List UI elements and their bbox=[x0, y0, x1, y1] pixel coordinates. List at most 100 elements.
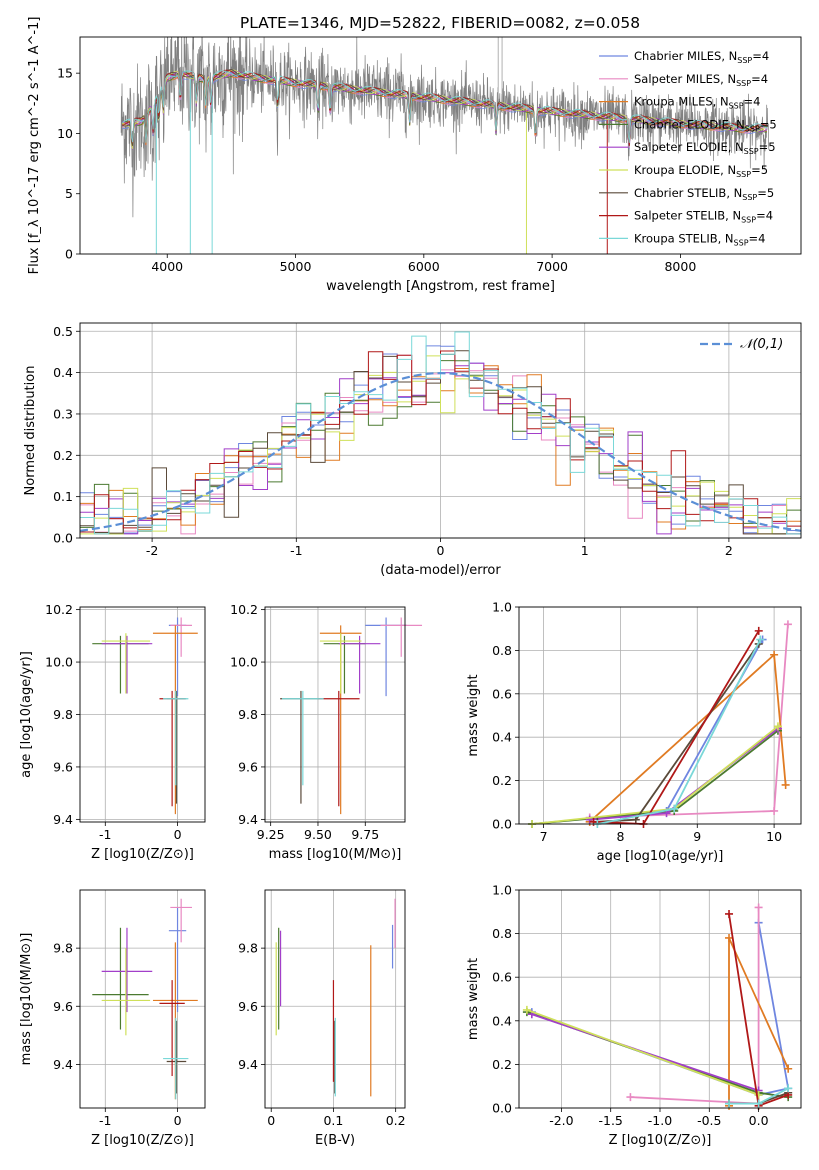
histogram-step bbox=[80, 345, 801, 534]
axes-frame bbox=[79, 889, 206, 1109]
legend-label: Kroupa ELODIE, NSSP=5 bbox=[634, 163, 768, 179]
y-tick-label: 0.4 bbox=[492, 1013, 512, 1028]
y-tick-label: 9.8 bbox=[53, 707, 73, 722]
weight-line bbox=[597, 639, 762, 825]
x-axis-label: (data-model)/error bbox=[380, 563, 501, 578]
x-axis-label: age [log10(age/yr)] bbox=[597, 849, 724, 864]
y-tick-label: 0.2 bbox=[53, 448, 73, 463]
x-axis-label: wavelength [Angstrom, rest frame] bbox=[326, 279, 555, 294]
mass-age-axes: 9.25 9.50 9.75 9.4 9.6 9.8 10.0 10.2 mass [log10… bbox=[230, 602, 423, 862]
y-tick-label: 0.1 bbox=[53, 489, 73, 504]
x-tick-label: -2 bbox=[146, 543, 158, 558]
x-tick-label: 9 bbox=[693, 829, 701, 844]
ebv-mass-axes: 0 0.1 0.2 9.4 9.6 9.8 E(B-V) bbox=[238, 889, 406, 1148]
y-tick-label: 0.0 bbox=[492, 817, 512, 832]
x-tick-label: 6000 bbox=[408, 259, 440, 274]
plot-area bbox=[80, 331, 801, 535]
plot-area bbox=[92, 617, 198, 815]
weight-marker bbox=[784, 1064, 793, 1073]
histogram-step bbox=[80, 355, 801, 535]
x-tick-label: 8000 bbox=[664, 259, 696, 274]
y-axis-label: Normed distribution bbox=[23, 366, 38, 496]
y-tick-label: 9.4 bbox=[238, 812, 258, 827]
y-tick-label: 0.4 bbox=[53, 365, 73, 380]
model-spectrum bbox=[122, 70, 768, 150]
y-tick-label: 0.6 bbox=[492, 686, 512, 701]
legend-label: Kroupa STELIB, NSSP=4 bbox=[634, 231, 765, 247]
weight-marker bbox=[754, 626, 763, 635]
model-spectrum bbox=[122, 69, 768, 150]
x-tick-label: 0 bbox=[174, 1113, 182, 1128]
y-tick-label: 0.8 bbox=[492, 926, 512, 941]
z-age-axes: -1 0 9.4 9.6 9.8 10.0 10.2 Z [log10(Z/Z⊙)] age [… bbox=[19, 602, 206, 862]
weight-marker bbox=[754, 903, 763, 912]
plot-area bbox=[528, 620, 792, 828]
x-tick-label: 0 bbox=[174, 827, 182, 842]
x-tick-label: 0 bbox=[267, 1113, 275, 1128]
weight-marker bbox=[770, 650, 779, 659]
legend-label: Salpeter MILES, NSSP=4 bbox=[634, 72, 768, 88]
x-tick-label: 0.0 bbox=[749, 1113, 769, 1128]
weight-line bbox=[630, 907, 760, 1105]
y-tick-label: 0.8 bbox=[492, 643, 512, 658]
y-axis-label: Flux [f_λ 10^-17 erg cm^-2 s^-1 A^-1] bbox=[27, 17, 42, 275]
plot-area bbox=[522, 903, 793, 1110]
y-tick-label: 0.6 bbox=[492, 970, 512, 985]
weight-marker bbox=[781, 780, 790, 789]
y-tick-label: 9.8 bbox=[53, 941, 73, 956]
legend-label: Chabrier ELODIE, NSSP=5 bbox=[634, 117, 777, 133]
y-tick-label: 9.6 bbox=[238, 999, 258, 1014]
y-tick-label: 9.4 bbox=[53, 812, 73, 827]
y-tick-label: 0.0 bbox=[492, 1101, 512, 1116]
y-tick-label: 9.8 bbox=[238, 707, 258, 722]
x-tick-label: 0.1 bbox=[323, 1113, 343, 1128]
x-tick-label: 0 bbox=[437, 543, 445, 558]
plot-area bbox=[120, 37, 770, 254]
y-tick-label: 10.2 bbox=[45, 602, 73, 617]
plot-area bbox=[275, 898, 396, 1097]
x-tick-label: -1.0 bbox=[648, 1113, 672, 1128]
weight-marker bbox=[773, 722, 782, 731]
axes-frame bbox=[518, 606, 802, 825]
figure-title: PLATE=1346, MJD=52822, FIBERID=0082, z=0… bbox=[240, 14, 640, 32]
x-tick-label: -0.5 bbox=[697, 1113, 721, 1128]
model-spectrum bbox=[122, 72, 767, 149]
age-weight-axes: 7 8 9 10 0.0 0.2 0.4 0.6 0.8 1.0 age [log10(age/yr… bbox=[466, 600, 802, 864]
x-axis-label: Z [log10(Z/Z⊙)] bbox=[91, 847, 194, 862]
y-axis-label: age [log10(age/yr)] bbox=[19, 651, 34, 778]
x-tick-label: 7000 bbox=[536, 259, 568, 274]
weight-marker bbox=[626, 1093, 635, 1102]
x-axis-label: Z [log10(Z/Z⊙)] bbox=[609, 1133, 712, 1148]
x-tick-label: -1 bbox=[99, 827, 111, 842]
y-tick-label: 9.4 bbox=[53, 1057, 73, 1072]
y-tick-label: 9.6 bbox=[53, 999, 73, 1014]
data-spectrum bbox=[120, 37, 770, 218]
model-spectrum bbox=[122, 69, 768, 146]
legend-label: Salpeter STELIB, NSSP=4 bbox=[634, 209, 773, 225]
weight-line bbox=[532, 639, 764, 825]
y-tick-label: 5 bbox=[65, 186, 73, 201]
y-tick-label: 0.4 bbox=[492, 730, 512, 745]
x-axis-label: Z [log10(Z/Z⊙)] bbox=[91, 1133, 194, 1148]
histogram-step bbox=[80, 331, 801, 535]
weight-marker bbox=[756, 635, 765, 644]
normal-curve bbox=[80, 371, 801, 532]
y-tick-label: 0.5 bbox=[53, 324, 73, 339]
axes-frame bbox=[264, 889, 406, 1109]
x-tick-label: 1 bbox=[581, 543, 589, 558]
y-tick-label: 10 bbox=[57, 126, 73, 141]
y-tick-label: 0 bbox=[65, 247, 73, 262]
model-spectrum bbox=[122, 70, 768, 143]
weight-marker bbox=[522, 1005, 531, 1014]
x-axis-label: E(B-V) bbox=[315, 1133, 355, 1148]
weight-marker bbox=[725, 1099, 734, 1108]
weight-marker bbox=[670, 804, 679, 813]
histogram-axes: -2 -1 0 1 2 0.0 0.1 0.2 0.3 0.4 0.5 (data-model)/er… bbox=[23, 322, 802, 578]
x-tick-label: 7 bbox=[540, 829, 548, 844]
x-tick-label: -1 bbox=[99, 1113, 111, 1128]
x-tick-label: -1 bbox=[290, 543, 302, 558]
y-tick-label: 15 bbox=[57, 66, 73, 81]
weight-line bbox=[589, 727, 779, 821]
y-tick-label: 10.0 bbox=[45, 655, 73, 670]
